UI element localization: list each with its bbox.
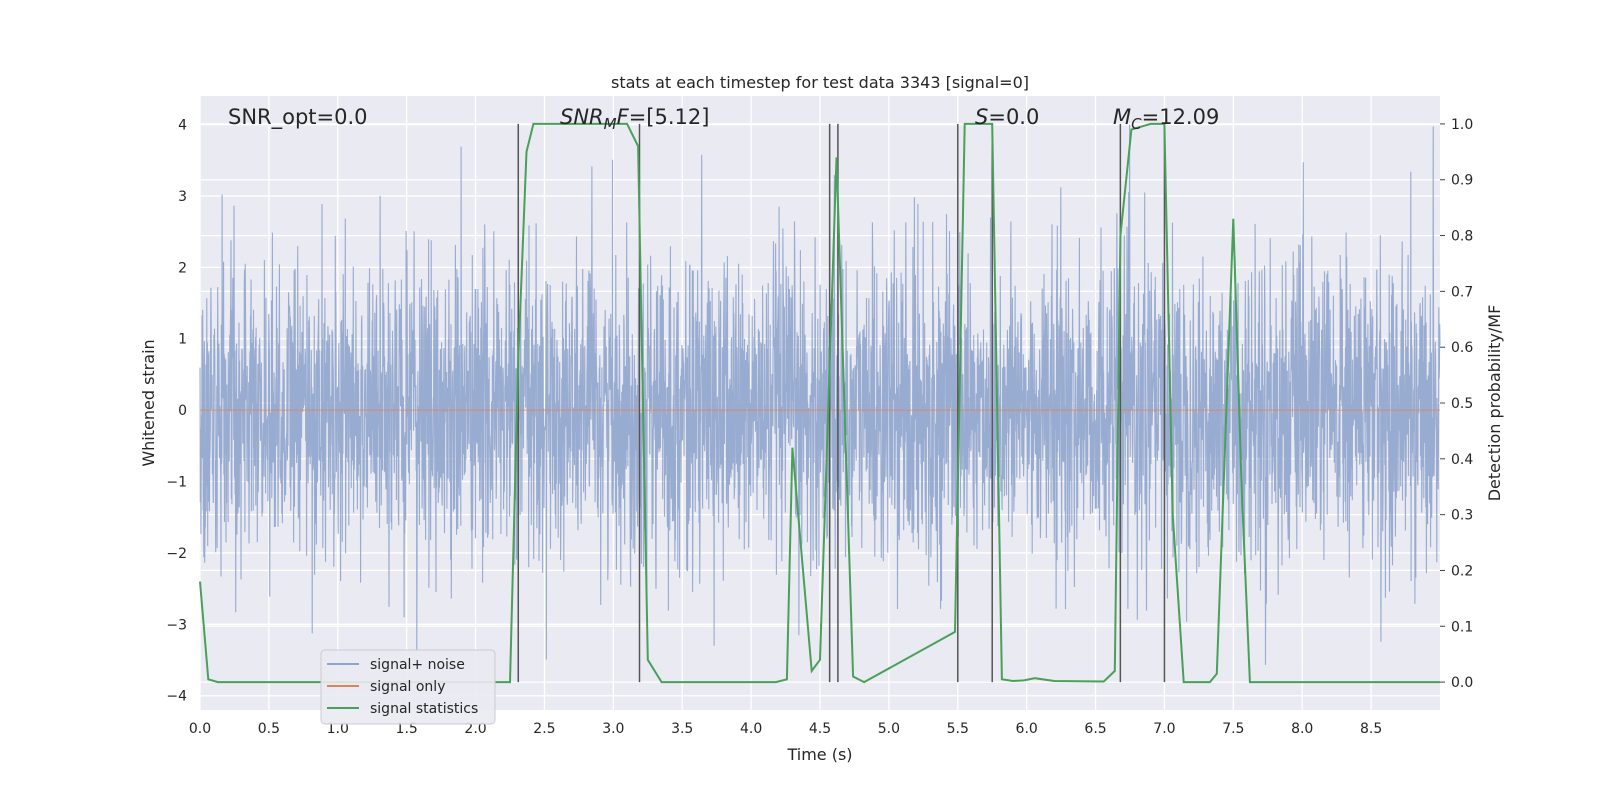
x-tick-label: 4.5 [809,721,831,737]
annotation-snr-opt: SNR_opt=0.0 [228,105,368,130]
y-right-tick-label: 1.0 [1451,117,1473,133]
y-right-tick-label: 0.0 [1451,675,1473,691]
legend: signal+ noise signal only signal statist… [320,649,496,725]
y-left-tick-label: 3 [178,189,187,205]
x-tick-label: 7.5 [1222,721,1244,737]
x-tick-label: 2.0 [464,721,486,737]
legend-label-noise: signal+ noise [370,657,465,673]
x-tick-label: 0.5 [258,721,280,737]
legend-label-statistics: signal statistics [370,701,478,717]
y-right-tick-label: 0.7 [1451,284,1473,300]
x-axis-label: Time (s) [786,745,852,764]
y-axis-label-left: Whitened strain [139,339,158,466]
legend-box [320,649,496,725]
annotation-snr-mf: SNRMF=[5.12] [560,105,709,133]
y-left-tick-label: 2 [178,260,187,276]
y-right-tick-label: 0.1 [1451,619,1473,635]
x-tick-label: 6.0 [1016,721,1038,737]
legend-label-signal-only: signal only [370,679,445,695]
y-right-tick-label: 0.3 [1451,508,1473,524]
y-right-ticks: 1.0 0.9 0.8 0.7 0.6 0.5 0.4 0.3 0.2 0.1 0.0 [1440,117,1473,691]
x-tick-label: 3.5 [671,721,693,737]
x-tick-label: 5.5 [947,721,969,737]
y-left-tick-label: 1 [178,332,187,348]
x-tick-label: 5.0 [878,721,900,737]
x-tick-label: 4.0 [740,721,762,737]
x-tick-label: 1.5 [396,721,418,737]
y-left-tick-label: 4 [178,118,187,134]
y-left-ticks: 4 3 2 1 0 −1 −2 −3 −4 [166,118,187,705]
y-left-tick-label: −1 [166,475,187,491]
x-tick-label: 2.5 [533,721,555,737]
vertical-markers [517,123,1166,683]
x-tick-label: 3.0 [602,721,624,737]
x-tick-label: 7.0 [1153,721,1175,737]
noise-trace [199,124,1441,665]
x-tick-label: 1.0 [327,721,349,737]
y-right-tick-label: 0.5 [1451,396,1473,412]
y-right-tick-label: 0.6 [1451,340,1473,356]
y-right-tick-label: 0.9 [1451,173,1473,189]
y-right-tick-label: 0.2 [1451,563,1473,579]
statistics-line [199,122,1440,684]
statistics-series [199,122,1440,684]
y-left-tick-label: −3 [166,617,187,633]
x-tick-label: 8.0 [1291,721,1313,737]
annotation-s: S=0.0 [975,105,1039,129]
x-tick-label: 0.0 [189,721,211,737]
y-right-tick-label: 0.8 [1451,229,1473,245]
noise-series [199,124,1441,665]
y-left-tick-label: −4 [166,689,187,705]
x-ticks: 0.0 0.5 1.0 1.5 2.0 2.5 3.0 3.5 4.0 4.5 5.0 5.5 6.0 6… [189,721,1382,737]
x-tick-label: 6.5 [1084,721,1106,737]
y-right-tick-label: 0.4 [1451,452,1473,468]
chart-title: stats at each timestep for test data 334… [611,73,1029,92]
y-left-tick-label: −2 [166,546,187,562]
y-left-tick-label: 0 [178,403,187,419]
y-axis-label-right: Detection probability/MF [1485,305,1504,502]
annotation-mc: MC=12.09 [1113,105,1219,133]
x-tick-label: 8.5 [1360,721,1382,737]
